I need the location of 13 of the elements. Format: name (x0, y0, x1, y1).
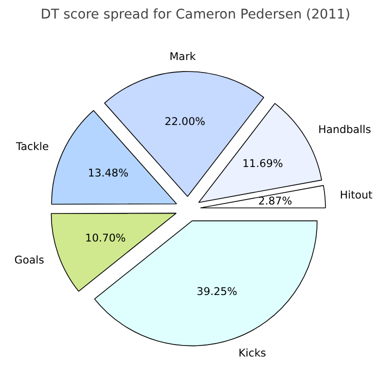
data-label: 11.69% (242, 156, 284, 170)
slice-label: Goals (14, 253, 45, 266)
chart-title: DT score spread for Cameron Pedersen (2011) (40, 8, 350, 22)
data-label: 13.48% (88, 166, 128, 180)
data-label: 22.00% (164, 114, 206, 128)
slice-label: Hitout (340, 188, 372, 202)
slice-label: Handballs (318, 122, 372, 136)
slice-label: Kicks (238, 346, 266, 360)
slice-label: Mark (169, 50, 197, 63)
data-label: 2.87% (258, 194, 292, 208)
data-label: 10.70% (85, 232, 126, 245)
slice-label: Tackle (14, 140, 49, 154)
data-label: 39.25% (196, 285, 238, 298)
